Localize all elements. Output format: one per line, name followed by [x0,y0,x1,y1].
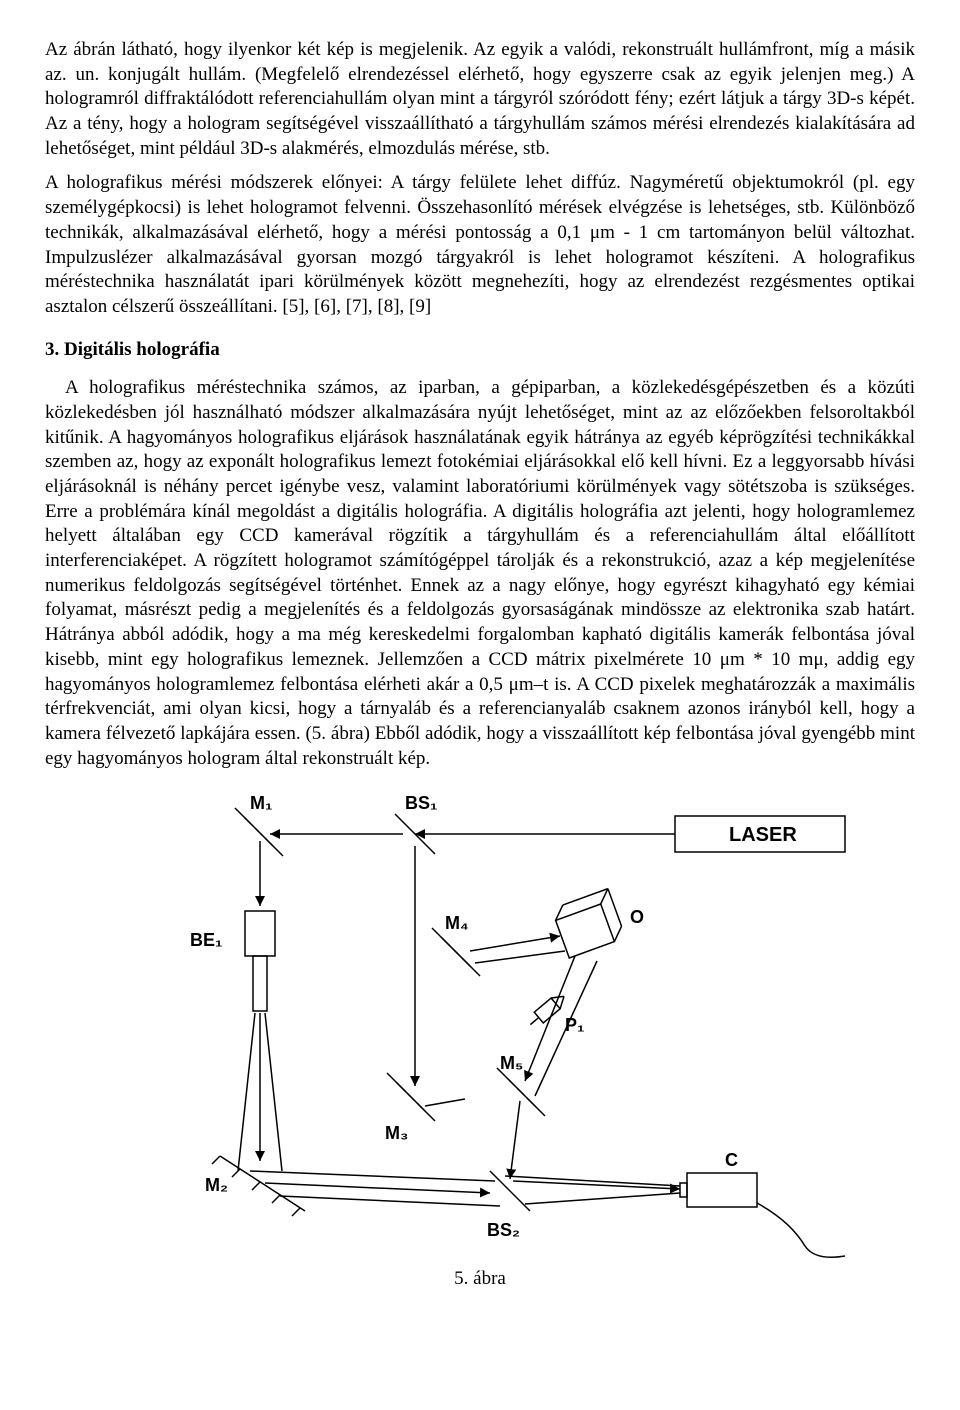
holography-setup-diagram: M₁ BS₁ LASER BE₁ M₄ O P₁ M₅ M₃ M₂ BS₂ C [105,791,855,1261]
figure-caption: 5. ábra [45,1267,915,1292]
label-m5: M₅ [500,1053,523,1073]
label-bs1: BS₁ [405,793,437,813]
figure-5: M₁ BS₁ LASER BE₁ M₄ O P₁ M₅ M₃ M₂ BS₂ C … [45,791,915,1292]
section-heading: 3. Digitális holográfia [45,338,915,363]
label-m2: M₂ [205,1175,228,1195]
label-m4: M₄ [445,913,469,933]
label-m1: M₁ [250,793,272,813]
paragraph-2: A holografikus mérési módszerek előnyei:… [45,171,915,319]
label-laser: LASER [729,824,797,846]
label-c: C [725,1150,738,1170]
label-be1: BE₁ [190,930,222,950]
paragraph-3: A holografikus méréstechnika számos, az … [45,376,915,771]
paragraph-1: Az ábrán látható, hogy ilyenkor két kép … [45,38,915,161]
label-p1: P₁ [565,1015,584,1035]
label-o: O [630,907,644,927]
label-m3: M₃ [385,1123,408,1143]
label-bs2: BS₂ [487,1220,520,1240]
